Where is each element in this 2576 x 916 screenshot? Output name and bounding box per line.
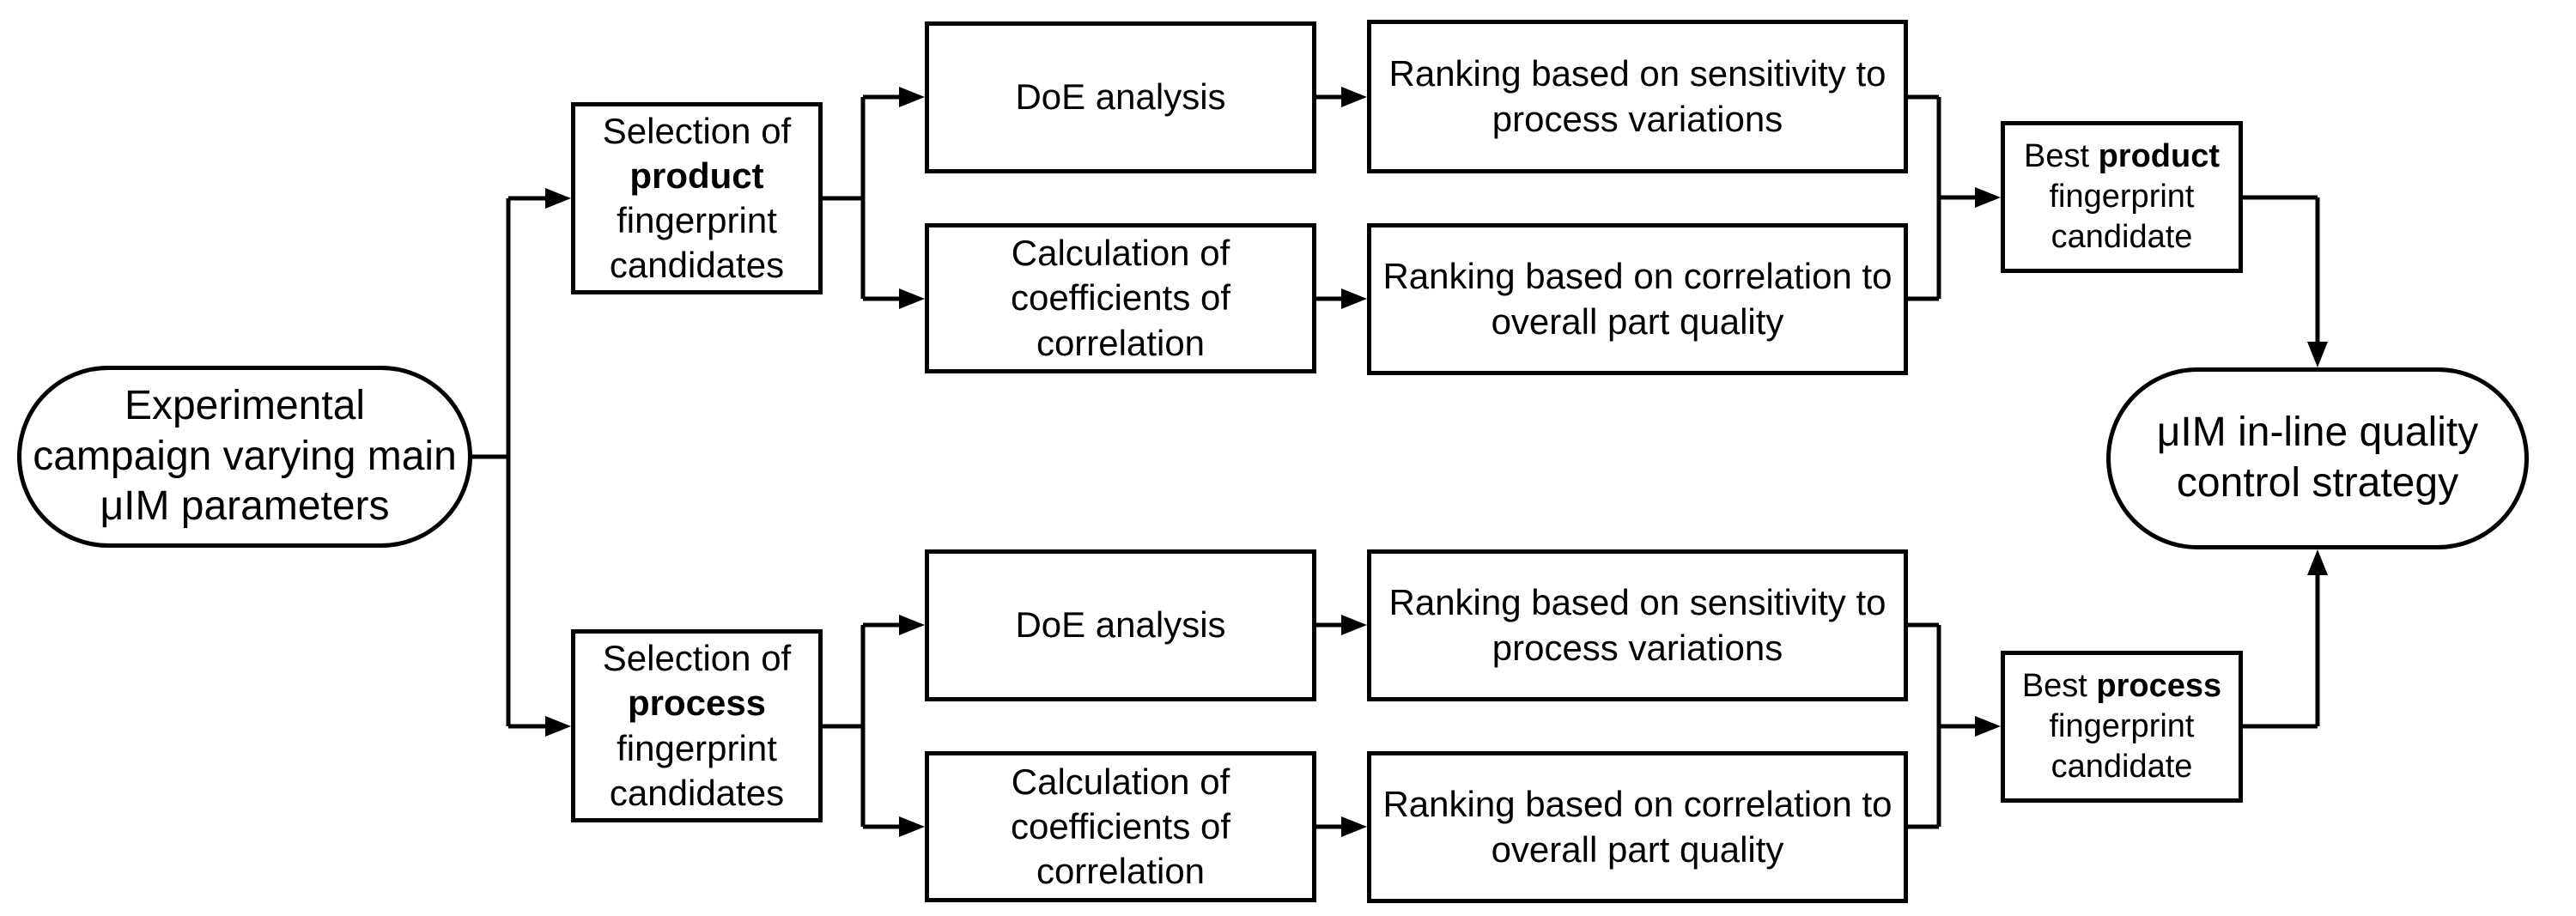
best-product-line3: candidate — [2050, 219, 2193, 256]
selection-process-line4: candidates — [609, 772, 785, 813]
start-line3: μIM parameters — [100, 483, 390, 530]
best-process-line3: candidate — [2050, 749, 2193, 786]
ranking-sensitivity-bottom-line1: Ranking based on sensitivity to — [1388, 582, 1886, 623]
ranking-sensitivity-top-box: Ranking based on sensitivity to process … — [1367, 20, 1908, 173]
best-process-prefix: Best — [2021, 667, 2087, 704]
ranking-sensitivity-bottom-line2: process variations — [1492, 627, 1783, 668]
arrowhead — [1341, 87, 1367, 107]
start-branch-connector — [472, 188, 571, 737]
best-process-to-end-connector — [2243, 549, 2328, 729]
ranking-sensitivity-top-line2: process variations — [1492, 98, 1783, 139]
best-process-emphasis: process — [2096, 667, 2222, 704]
doe-analysis-top-label: DoE analysis — [1015, 76, 1226, 118]
arrowhead — [1341, 288, 1367, 309]
best-product-to-end-connector — [2243, 195, 2328, 367]
bottom-merge-connector — [1908, 622, 2001, 829]
ranking-correlation-top-line2: overall part quality — [1491, 300, 1784, 342]
calculation-bottom-line1: Calculation of — [1011, 761, 1230, 802]
arrowhead — [899, 816, 925, 837]
best-process-line2: fingerprint — [2049, 707, 2195, 744]
ranking-correlation-top-line1: Ranking based on correlation to — [1382, 256, 1893, 297]
arrowhead — [1341, 615, 1367, 635]
best-product-emphasis: product — [2098, 137, 2221, 174]
arrowhead — [899, 288, 925, 309]
selection-product-emphasis: product — [629, 155, 764, 196]
selection-product-box: Selection of product fingerprint candida… — [571, 102, 823, 294]
top-merge-connector — [1908, 94, 2001, 301]
calculation-top-line3: correlation — [1036, 322, 1206, 363]
selection-process-box: Selection of process fingerprint candida… — [571, 629, 823, 822]
selection-process-line1: Selection of — [602, 638, 792, 679]
doe-analysis-bottom-label: DoE analysis — [1015, 604, 1226, 646]
ranking-sensitivity-bottom-box: Ranking based on sensitivity to process … — [1367, 549, 1908, 701]
arrowhead — [2307, 549, 2328, 575]
process-split-connector — [823, 615, 925, 837]
product-split-connector — [823, 87, 925, 309]
start-line2: campaign varying main — [33, 433, 457, 479]
end-line1: μIM in-line quality — [2156, 409, 2479, 456]
start-terminator: Experimental campaign varying main μIM p… — [17, 366, 472, 548]
top-analysis-to-ranking-connectors — [1316, 87, 1367, 309]
arrowhead — [1341, 816, 1367, 837]
selection-product-line1: Selection of — [602, 110, 792, 151]
end-terminator: μIM in-line quality control strategy — [2106, 367, 2529, 549]
doe-analysis-top-box: DoE analysis — [925, 21, 1316, 173]
doe-analysis-bottom-box: DoE analysis — [925, 549, 1316, 701]
ranking-correlation-bottom-line2: overall part quality — [1491, 828, 1784, 870]
selection-process-emphasis: process — [627, 682, 767, 724]
start-line1: Experimental — [124, 383, 366, 429]
best-product-prefix: Best — [2023, 137, 2090, 174]
best-process-box: Best process fingerprint candidate — [2001, 651, 2243, 803]
best-product-line2: fingerprint — [2049, 178, 2195, 215]
end-line2: control strategy — [2176, 460, 2459, 506]
calculation-bottom-box: Calculation of coefficients of correlati… — [925, 751, 1316, 902]
calculation-top-line2: coefficients of — [1010, 277, 1231, 318]
calculation-top-line1: Calculation of — [1011, 233, 1230, 274]
arrowhead — [899, 87, 925, 107]
calculation-bottom-line3: correlation — [1036, 851, 1206, 892]
arrowhead — [899, 615, 925, 635]
ranking-correlation-top-box: Ranking based on correlation to overall … — [1367, 223, 1908, 375]
arrowhead — [2307, 342, 2328, 367]
arrowhead — [1975, 716, 2001, 737]
arrowhead — [1975, 187, 2001, 208]
calculation-top-box: Calculation of coefficients of correlati… — [925, 223, 1316, 373]
selection-product-line3: fingerprint — [617, 200, 777, 240]
bottom-analysis-to-ranking-connectors — [1316, 615, 1367, 837]
ranking-sensitivity-top-line1: Ranking based on sensitivity to — [1388, 53, 1886, 94]
arrowhead — [545, 188, 571, 209]
ranking-correlation-bottom-box: Ranking based on correlation to overall … — [1367, 751, 1908, 903]
ranking-correlation-bottom-line1: Ranking based on correlation to — [1382, 784, 1893, 825]
calculation-bottom-line2: coefficients of — [1010, 805, 1231, 846]
selection-product-line4: candidates — [609, 245, 785, 286]
best-product-box: Best product fingerprint candidate — [2001, 121, 2243, 273]
arrowhead — [545, 716, 571, 737]
selection-process-line3: fingerprint — [617, 727, 777, 768]
